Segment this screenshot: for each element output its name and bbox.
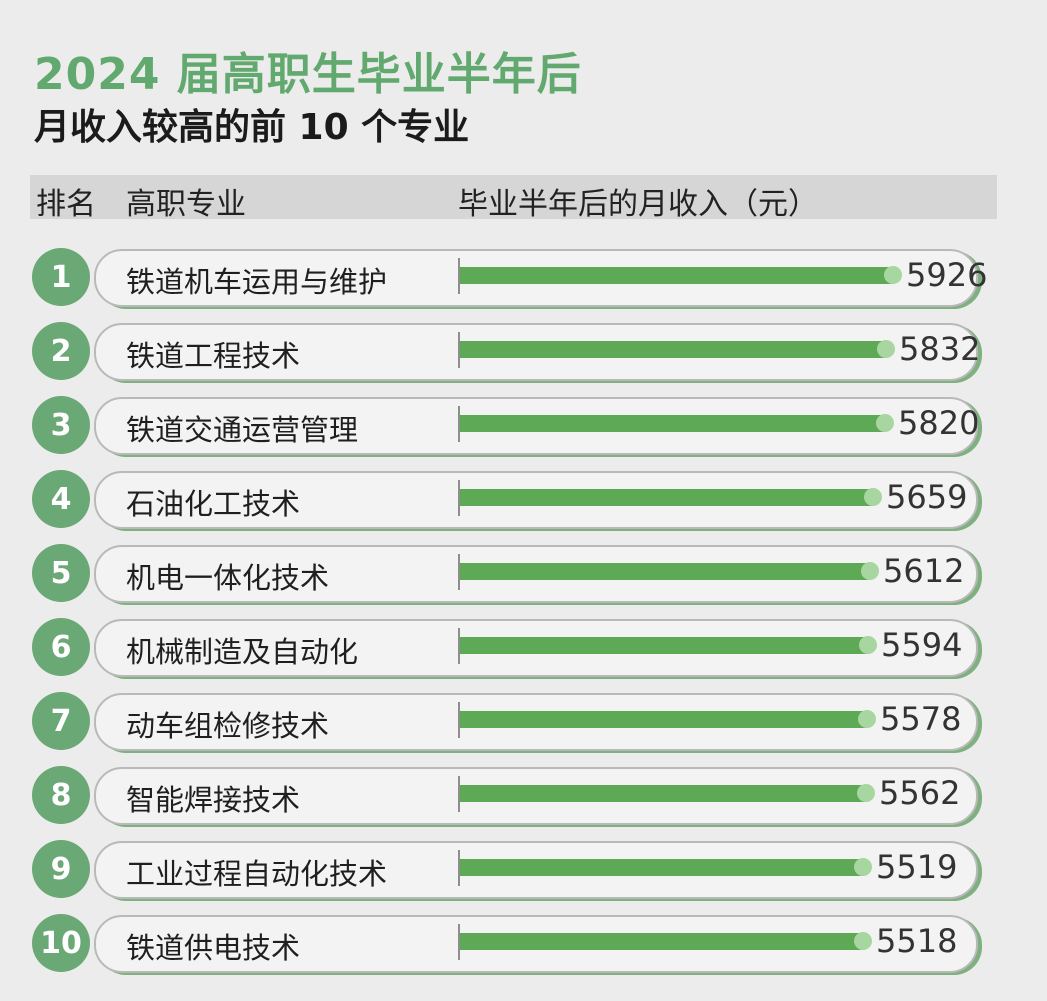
income-value: 5926: [906, 256, 988, 294]
income-value: 5659: [886, 478, 968, 516]
table-row: 2 铁道工程技术 5832: [30, 322, 997, 381]
table-row: 3 铁道交通运营管理 5820: [30, 396, 997, 455]
bar-baseline: [458, 776, 460, 812]
table-row: 6 机械制造及自动化 5594: [30, 618, 997, 677]
table-header: 排名 高职专业 毕业半年后的月收入（元）: [30, 175, 997, 222]
income-value: 5612: [883, 552, 965, 590]
bar-end-dot: [854, 932, 872, 950]
income-bar: [460, 637, 875, 654]
bar-baseline: [458, 554, 460, 590]
bar-end-dot: [877, 340, 895, 358]
bar-baseline: [458, 258, 460, 294]
rank-badge: 5: [32, 544, 90, 602]
income-bar: [460, 859, 870, 876]
income-value: 5562: [879, 774, 961, 812]
bar-end-dot: [861, 562, 879, 580]
income-value: 5832: [899, 330, 981, 368]
bar-baseline: [458, 924, 460, 960]
bar-baseline: [458, 702, 460, 738]
major-name: 铁道交通运营管理: [126, 413, 359, 447]
major-name: 工业过程自动化技术: [126, 857, 388, 891]
income-value: 5820: [898, 404, 980, 442]
table-row: 10 铁道供电技术 5518: [30, 914, 997, 973]
header-major: 高职专业: [126, 187, 246, 222]
income-value: 5518: [876, 922, 958, 960]
major-name: 机电一体化技术: [126, 561, 330, 595]
bar-end-dot: [864, 488, 882, 506]
table-row: 8 智能焊接技术 5562: [30, 766, 997, 825]
rank-badge: 7: [32, 692, 90, 750]
rank-badge: 2: [32, 322, 90, 380]
bar-baseline: [458, 850, 460, 886]
income-bar: [460, 785, 873, 802]
major-name: 动车组检修技术: [126, 709, 330, 743]
income-bar: [460, 341, 893, 358]
rank-badge: 6: [32, 618, 90, 676]
major-name: 石油化工技术: [126, 487, 301, 521]
major-name: 铁道工程技术: [126, 339, 301, 373]
bar-baseline: [458, 628, 460, 664]
income-bar: [460, 489, 880, 506]
bar-end-dot: [884, 266, 902, 284]
income-bar: [460, 711, 874, 728]
table-row: 7 动车组检修技术 5578: [30, 692, 997, 751]
bar-end-dot: [857, 784, 875, 802]
income-bar: [460, 933, 870, 950]
bar-end-dot: [876, 414, 894, 432]
major-name: 铁道机车运用与维护: [126, 265, 388, 299]
rank-badge: 10: [32, 914, 90, 972]
major-name: 铁道供电技术: [126, 931, 301, 965]
bar-baseline: [458, 332, 460, 368]
bar-end-dot: [859, 636, 877, 654]
major-name: 机械制造及自动化: [126, 635, 359, 669]
income-value: 5578: [880, 700, 962, 738]
bar-baseline: [458, 406, 460, 442]
bar-end-dot: [858, 710, 876, 728]
rank-badge: 8: [32, 766, 90, 824]
bar-baseline: [458, 480, 460, 516]
income-bar: [460, 563, 877, 580]
rank-badge: 4: [32, 470, 90, 528]
header-rank: 排名: [36, 187, 96, 222]
bar-end-dot: [854, 858, 872, 876]
rank-badge: 9: [32, 840, 90, 898]
income-value: 5519: [876, 848, 958, 886]
chart-title: 2024 届高职生毕业半年后: [34, 49, 582, 100]
rank-badge: 1: [32, 248, 90, 306]
table-row: 9 工业过程自动化技术 5519: [30, 840, 997, 899]
table-row: 5 机电一体化技术 5612: [30, 544, 997, 603]
income-bar: [460, 267, 900, 284]
major-name: 智能焊接技术: [126, 783, 301, 817]
table-row: 1 铁道机车运用与维护 5926: [30, 248, 997, 307]
header-income: 毕业半年后的月收入（元）: [458, 187, 818, 222]
table-row: 4 石油化工技术 5659: [30, 470, 997, 529]
income-bar: [460, 415, 892, 432]
rank-badge: 3: [32, 396, 90, 454]
income-value: 5594: [881, 626, 963, 664]
chart-subtitle: 月收入较高的前 10 个专业: [34, 107, 470, 148]
